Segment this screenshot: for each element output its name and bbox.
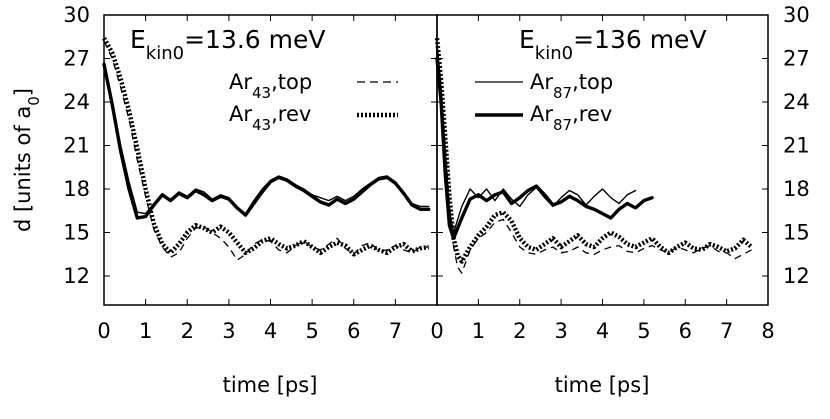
right-x-tick-label: 6	[679, 319, 692, 343]
right-x-tick-label: 7	[720, 319, 733, 343]
left-y-tick-label: 21	[63, 134, 90, 158]
right-series-group	[434, 37, 753, 274]
y-axis-label: d [units of a0]	[11, 88, 43, 232]
left-x-axis-label: time [ps]	[223, 373, 318, 397]
left-panel-title: Ekin0=13.6 meV	[130, 25, 326, 64]
right-x-ticks: 0 1 2 3 4 5 6 7 8	[430, 15, 775, 343]
right-series-1-line	[435, 56, 654, 241]
legend-label-ar43-top: Ar43,top	[229, 70, 312, 102]
left-x-tick-label: 3	[222, 319, 235, 343]
left-y-ticks: 12 15 18 21 24 27 30	[63, 3, 437, 288]
right-series-2-line	[436, 41, 752, 274]
right-y-tick-label: 21	[783, 134, 810, 158]
left-x-ticks: 0 1 2 3 4 5 6 7	[97, 15, 402, 343]
left-x-tick-label: 6	[347, 319, 360, 343]
right-y-tick-label: 18	[783, 177, 810, 201]
legend-label-ar87-top: Ar87,top	[530, 70, 613, 102]
right-y-ticks: 12 15 18 21 24 27 30	[437, 3, 810, 288]
left-y-tick-label: 12	[63, 264, 90, 288]
right-x-tick-label: 0	[430, 319, 443, 343]
left-series-1-line	[102, 37, 430, 257]
right-x-tick-label: 1	[472, 319, 485, 343]
right-y-tick-label: 30	[783, 3, 810, 27]
legend-label-ar87-rev: Ar87,rev	[530, 102, 612, 134]
right-x-tick-label: 5	[637, 319, 650, 343]
right-x-tick-label: 4	[596, 319, 609, 343]
left-series-group	[102, 37, 431, 261]
right-panel-frame	[436, 14, 769, 306]
right-series-0-line	[436, 43, 637, 234]
left-x-tick-label: 1	[139, 319, 152, 343]
right-series-3-line	[434, 37, 753, 264]
right-x-axis-label: time [ps]	[555, 373, 650, 397]
right-y-tick-label: 27	[783, 47, 810, 71]
left-y-tick-label: 27	[63, 47, 90, 71]
right-x-tick-label: 3	[554, 319, 567, 343]
right-x-tick-label: 2	[513, 319, 526, 343]
left-x-tick-label: 2	[181, 319, 194, 343]
left-y-tick-label: 30	[63, 3, 90, 27]
left-x-tick-label: 5	[305, 319, 318, 343]
right-y-tick-label: 15	[783, 221, 810, 245]
legend-label-ar43-rev: Ar43,rev	[229, 102, 311, 134]
left-y-tick-label: 18	[63, 177, 90, 201]
left-x-tick-label: 7	[389, 319, 402, 343]
right-x-tick-label: 8	[761, 319, 774, 343]
left-series-3-line	[102, 62, 431, 220]
left-y-tick-label: 15	[63, 221, 90, 245]
right-panel-title: Ekin0=136 meV	[519, 25, 707, 64]
left-series-0-line	[103, 40, 429, 261]
left-x-tick-label: 0	[97, 319, 110, 343]
right-y-tick-label: 24	[783, 90, 810, 114]
left-x-tick-label: 4	[264, 319, 277, 343]
left-y-tick-label: 24	[63, 90, 90, 114]
right-y-tick-label: 12	[783, 264, 810, 288]
